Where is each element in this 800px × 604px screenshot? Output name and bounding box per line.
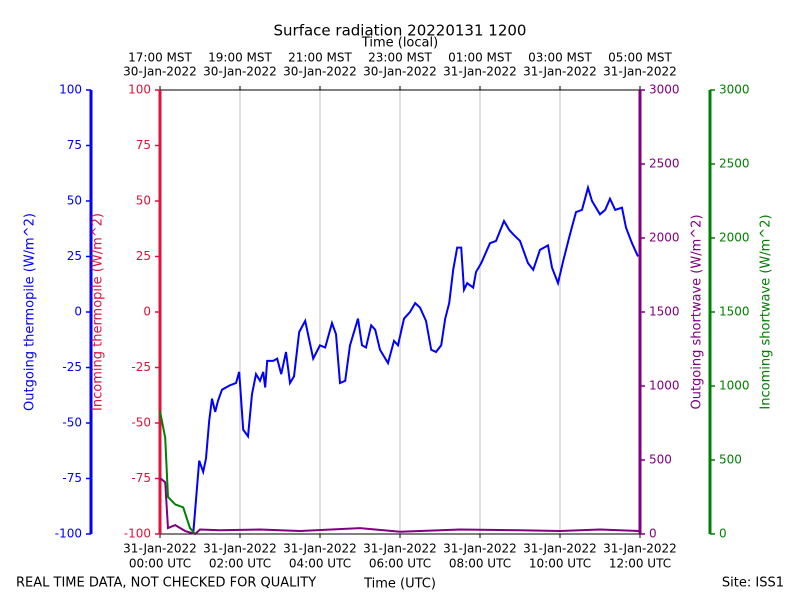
x-tick-label: 02:00 UTC [209, 557, 271, 571]
x-tick-label: 31-Jan-2022 [363, 542, 437, 556]
y-tick-label: 75 [136, 138, 151, 152]
y-tick-label: -75 [62, 471, 82, 485]
x-tick-label: 21:00 MST [288, 51, 352, 65]
y-axis-label: Outgoing thermopile (W/m^2) [23, 213, 38, 411]
y-tick-label: 0 [719, 527, 727, 541]
y-tick-label: 1500 [719, 305, 750, 319]
y-tick-label: -25 [131, 360, 151, 374]
x-tick-label: 10:00 UTC [529, 557, 591, 571]
y-tick-label: -50 [131, 416, 151, 430]
x-tick-label: 05:00 MST [608, 51, 672, 65]
y-tick-label: 0 [143, 305, 151, 319]
y-tick-label: 500 [719, 453, 742, 467]
y-tick-label: 1000 [719, 379, 750, 393]
x-tick-label: 17:00 MST [128, 51, 192, 65]
y-tick-label: 2500 [649, 157, 680, 171]
y-tick-label: 100 [59, 83, 82, 97]
x-tick-label: 19:00 MST [208, 51, 272, 65]
footer-left: REAL TIME DATA, NOT CHECKED FOR QUALITY [16, 576, 316, 591]
y-tick-label: 50 [136, 194, 151, 208]
y-tick-label: 1500 [649, 305, 680, 319]
x2-axis-label: Time (local) [361, 36, 438, 51]
y-tick-label: 25 [136, 249, 151, 263]
y-tick-label: -100 [55, 527, 82, 541]
y-tick-label: -100 [124, 527, 151, 541]
y-tick-label: 75 [67, 138, 82, 152]
x-tick-label: 30-Jan-2022 [203, 65, 277, 79]
y-tick-label: 2000 [649, 231, 680, 245]
y-axis-label: Outgoing shortwave (W/m^2) [690, 214, 705, 409]
x-tick-label: 30-Jan-2022 [363, 65, 437, 79]
x-tick-label: 31-Jan-2022 [283, 542, 357, 556]
chart-title: Surface radiation 20220131 1200 [274, 22, 527, 40]
y-tick-label: -50 [62, 416, 82, 430]
x-axis-label: Time (UTC) [363, 577, 436, 592]
y-tick-label: 25 [67, 249, 82, 263]
x-tick-label: 31-Jan-2022 [603, 65, 677, 79]
x-tick-label: 30-Jan-2022 [123, 65, 197, 79]
x-tick-label: 31-Jan-2022 [523, 65, 597, 79]
x-tick-label: 30-Jan-2022 [283, 65, 357, 79]
x-tick-label: 03:00 MST [528, 51, 592, 65]
x-tick-label: 31-Jan-2022 [443, 65, 517, 79]
x-tick-label: 31-Jan-2022 [123, 542, 197, 556]
y-tick-label: 0 [649, 527, 657, 541]
y-axis-label: Incoming thermopile (W/m^2) [91, 213, 106, 411]
y-tick-label: 0 [74, 305, 82, 319]
y-tick-label: 100 [128, 83, 151, 97]
y-tick-label: 500 [649, 453, 672, 467]
y-tick-label: 3000 [719, 83, 750, 97]
x-tick-label: 31-Jan-2022 [523, 542, 597, 556]
line [159, 477, 641, 536]
y-axis-label: Incoming shortwave (W/m^2) [759, 214, 774, 409]
x-tick-label: 23:00 MST [368, 51, 432, 65]
line [192, 184, 639, 535]
line [159, 410, 196, 535]
x-tick-label: 31-Jan-2022 [443, 542, 517, 556]
x-tick-label: 31-Jan-2022 [603, 542, 677, 556]
x-tick-label: 12:00 UTC [609, 557, 671, 571]
y-tick-label: 2000 [719, 231, 750, 245]
y-tick-label: 1000 [649, 379, 680, 393]
x-tick-label: 04:00 UTC [289, 557, 351, 571]
footer-right: Site: ISS1 [722, 576, 784, 591]
x-tick-label: 01:00 MST [448, 51, 512, 65]
x-tick-label: 06:00 UTC [369, 557, 431, 571]
x-tick-label: 31-Jan-2022 [203, 542, 277, 556]
y-tick-label: -75 [131, 471, 151, 485]
y-tick-label: 2500 [719, 157, 750, 171]
y-tick-label: -25 [62, 360, 82, 374]
y-tick-label: 3000 [649, 83, 680, 97]
y-tick-label: 50 [67, 194, 82, 208]
x-tick-label: 08:00 UTC [449, 557, 511, 571]
x-tick-label: 00:00 UTC [129, 557, 191, 571]
